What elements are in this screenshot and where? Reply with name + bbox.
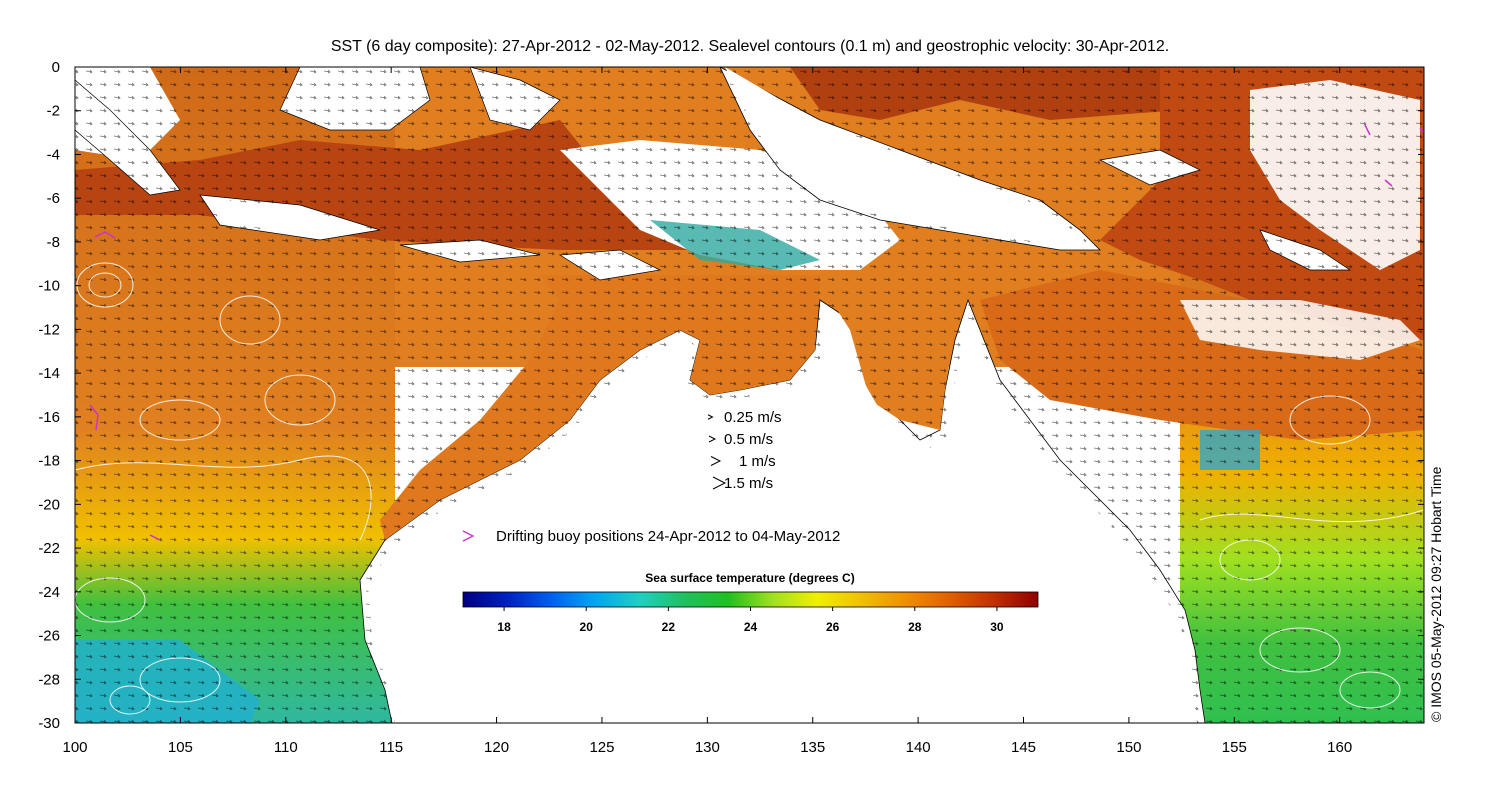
colorbar-tick-label: 26 bbox=[826, 620, 840, 634]
x-tick-label: 115 bbox=[379, 739, 403, 756]
y-tick-label: -10 bbox=[38, 278, 60, 295]
y-tick-label: -6 bbox=[47, 190, 60, 207]
y-tick-label: -28 bbox=[38, 671, 60, 688]
velocity-legend-label: 1 m/s bbox=[739, 453, 776, 470]
y-tick-label: -4 bbox=[47, 146, 60, 163]
credit-text: © IMOS 05-May-2012 09:27 Hobart Time bbox=[1428, 466, 1444, 722]
x-tick-label: 120 bbox=[484, 739, 509, 756]
y-tick-label: -8 bbox=[47, 234, 60, 251]
x-tick-label: 140 bbox=[906, 739, 931, 756]
new-guinea-interior bbox=[725, 67, 1090, 247]
x-tick-label: 145 bbox=[1011, 739, 1036, 756]
x-tick-label: 125 bbox=[589, 739, 614, 756]
velocity-legend-label: 1.5 m/s bbox=[724, 475, 773, 492]
y-tick-label: -18 bbox=[38, 453, 60, 470]
colorbar-title: Sea surface temperature (degrees C) bbox=[645, 571, 854, 585]
colorbar-ticks: 18 20 22 24 26 28 30 bbox=[497, 607, 1004, 634]
buoy-legend-marker bbox=[462, 530, 475, 542]
y-tick-label: -30 bbox=[38, 715, 60, 732]
velocity-legend-arrow bbox=[707, 414, 714, 420]
colorbar-gradient bbox=[462, 591, 1039, 608]
x-tick-label: 155 bbox=[1222, 739, 1247, 756]
velocity-legend-arrow bbox=[712, 476, 727, 490]
figure-title: SST (6 day composite): 27-Apr-2012 - 02-… bbox=[331, 38, 1169, 55]
velocity-legend-arrow bbox=[710, 456, 722, 466]
colorbar-tick-label: 20 bbox=[580, 620, 594, 634]
map-plot-area bbox=[75, 67, 1424, 723]
velocity-legend-label: 0.5 m/s bbox=[724, 431, 773, 448]
y-axis: 0 -2 -4 -6 -8 -10 -12 -14 -16 -18 -20 -22 -24 -26 -28 -… bbox=[38, 59, 1424, 732]
sealevel-contours bbox=[75, 262, 1424, 715]
y-tick-label: -22 bbox=[38, 540, 60, 557]
australia-interior bbox=[368, 312, 1197, 723]
velocity-legend: 0.25 m/s 0.5 m/s 1 m/s 1.5 m/s bbox=[707, 409, 782, 492]
y-tick-label: -26 bbox=[38, 628, 60, 645]
x-tick-label: 135 bbox=[800, 739, 825, 756]
y-tick-label: -20 bbox=[38, 496, 60, 513]
y-tick-label: -16 bbox=[38, 409, 60, 426]
x-tick-label: 105 bbox=[168, 739, 193, 756]
x-tick-label: 100 bbox=[62, 739, 87, 756]
x-axis: 100 105 110 115 120 125 130 135 140 145 150 155 160 bbox=[62, 67, 1352, 756]
x-tick-label: 160 bbox=[1327, 739, 1352, 756]
y-tick-label: -24 bbox=[38, 584, 60, 601]
colorbar-tick-label: 24 bbox=[744, 620, 758, 634]
y-tick-label: -12 bbox=[38, 321, 60, 338]
colorbar: Sea surface temperature (degrees C) 18 20… bbox=[462, 571, 1039, 634]
java-interior bbox=[205, 198, 372, 237]
y-tick-label: -14 bbox=[38, 365, 60, 382]
plot-frame bbox=[74, 66, 1425, 724]
buoy-legend: Drifting buoy positions 24-Apr-2012 to 0… bbox=[462, 528, 840, 545]
drifting-buoys bbox=[89, 124, 1424, 541]
velocity-legend-label: 0.25 m/s bbox=[724, 409, 782, 426]
colorbar-tick-label: 22 bbox=[662, 620, 676, 634]
y-tick-label: -2 bbox=[47, 103, 60, 120]
colorbar-tick-label: 28 bbox=[908, 620, 922, 634]
colorbar-tick-label: 18 bbox=[497, 620, 511, 634]
x-tick-label: 130 bbox=[695, 739, 720, 756]
x-tick-label: 110 bbox=[274, 739, 298, 756]
buoy-legend-label: Drifting buoy positions 24-Apr-2012 to 0… bbox=[496, 528, 840, 545]
x-tick-label: 150 bbox=[1116, 739, 1141, 756]
colorbar-tick-label: 30 bbox=[990, 620, 1004, 634]
velocity-legend-arrow bbox=[708, 435, 717, 443]
y-tick-label: 0 bbox=[52, 59, 60, 76]
